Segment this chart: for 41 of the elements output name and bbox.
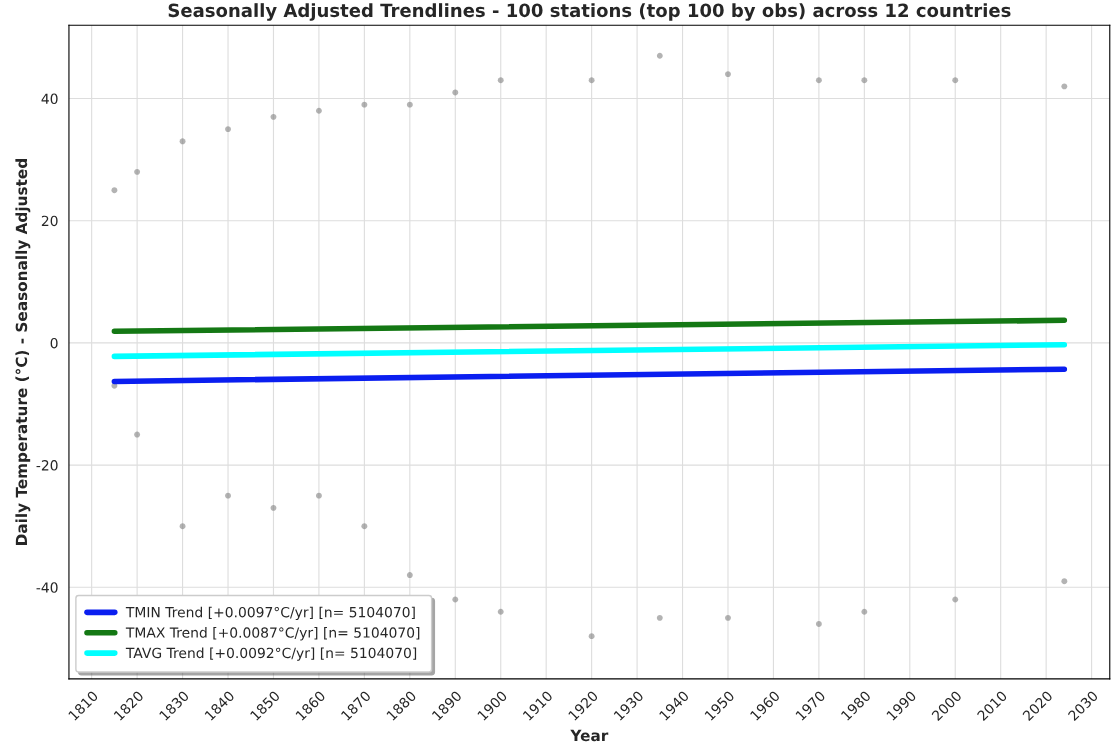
point — [406, 101, 413, 108]
point — [111, 187, 118, 194]
point — [406, 572, 413, 579]
point — [225, 492, 231, 499]
point — [1061, 83, 1068, 90]
point — [497, 77, 504, 84]
point — [861, 77, 868, 84]
point — [656, 614, 663, 621]
chart-title: Seasonally Adjusted Trendlines - 100 stations (top 100 by obs) across 12 countries — [168, 3, 1011, 21]
point — [134, 431, 141, 438]
x-axis-title: Year — [570, 729, 609, 742]
point — [315, 107, 322, 114]
point — [361, 523, 368, 530]
y-tick-label: -20 — [36, 460, 58, 471]
point — [656, 52, 663, 59]
point — [270, 113, 277, 120]
y-tick-label: 40 — [41, 93, 58, 105]
legend-label: TMIN Trend [+0.0097°C/yr] [n= 5104070] — [125, 606, 415, 621]
point — [270, 504, 277, 511]
point — [588, 633, 595, 640]
y-tick-label: 0 — [50, 337, 58, 349]
point — [315, 492, 322, 499]
y-tick-label: 20 — [41, 215, 58, 227]
point — [134, 168, 141, 175]
point — [725, 71, 731, 78]
point — [815, 621, 822, 627]
point — [588, 77, 595, 84]
y-axis-title: Daily Temperature (°C) - Seasonally Adjusted — [15, 159, 31, 545]
point — [861, 608, 868, 615]
point — [952, 596, 959, 603]
point — [815, 77, 822, 84]
point — [1061, 578, 1068, 585]
point — [725, 614, 731, 621]
y-tick-label: -40 — [36, 582, 58, 593]
point — [497, 608, 504, 615]
point — [952, 77, 959, 84]
point — [225, 126, 231, 133]
point — [361, 101, 368, 108]
point — [179, 523, 186, 530]
legend-label: TAVG Trend [+0.0092°C/yr] [n= 5104070] — [125, 647, 417, 661]
legend-label: TMAX Trend [+0.0087°C/yr] [n= 5104070] — [125, 627, 420, 641]
